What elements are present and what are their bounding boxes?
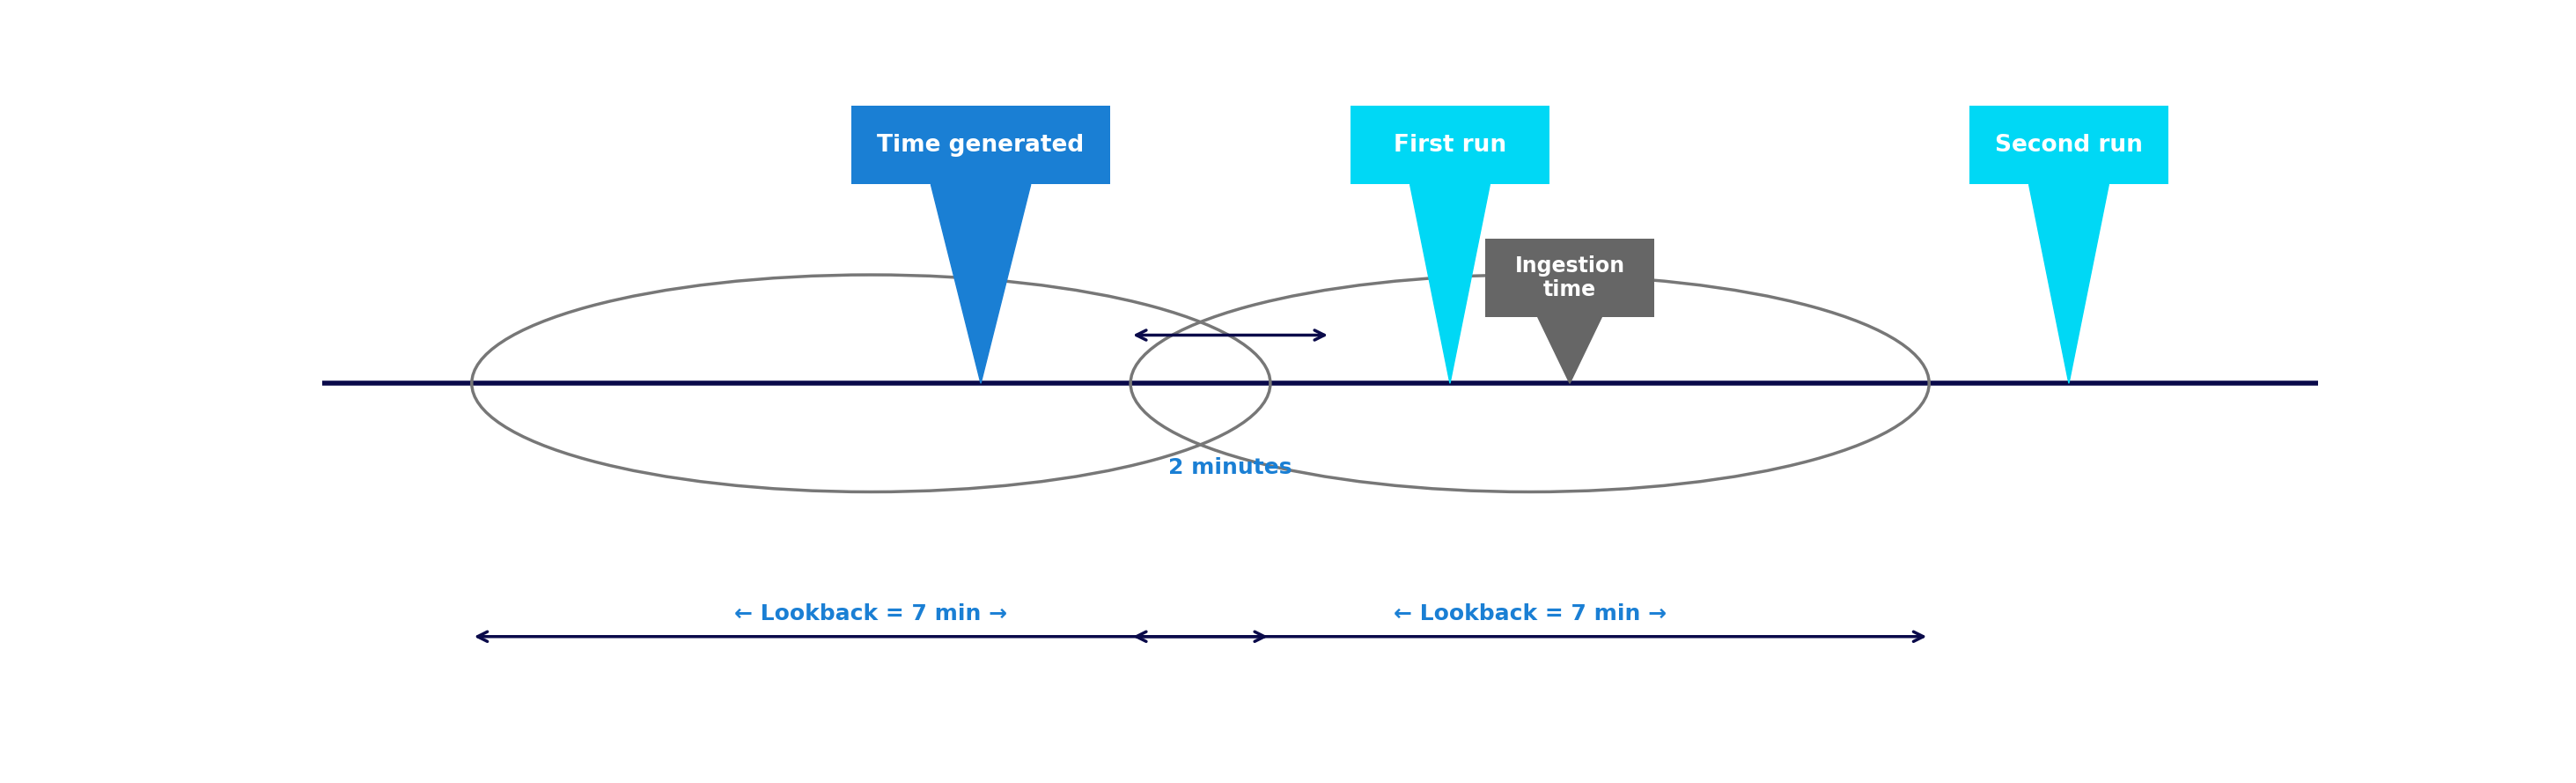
FancyBboxPatch shape (1350, 106, 1551, 184)
FancyBboxPatch shape (1484, 239, 1654, 317)
Text: ← Lookback = 7 min →: ← Lookback = 7 min → (734, 604, 1007, 625)
Text: ← Lookback = 7 min →: ← Lookback = 7 min → (1394, 604, 1667, 625)
Text: First run: First run (1394, 134, 1507, 157)
Text: Ingestion
time: Ingestion time (1515, 255, 1625, 301)
Text: Time generated: Time generated (878, 134, 1084, 157)
Text: 2 minutes: 2 minutes (1170, 457, 1293, 478)
Polygon shape (1538, 317, 1602, 384)
FancyBboxPatch shape (850, 106, 1110, 184)
Polygon shape (930, 184, 1030, 384)
FancyBboxPatch shape (1968, 106, 2169, 184)
Polygon shape (1409, 184, 1489, 384)
Text: Second run: Second run (1994, 134, 2143, 157)
Polygon shape (2030, 184, 2110, 384)
